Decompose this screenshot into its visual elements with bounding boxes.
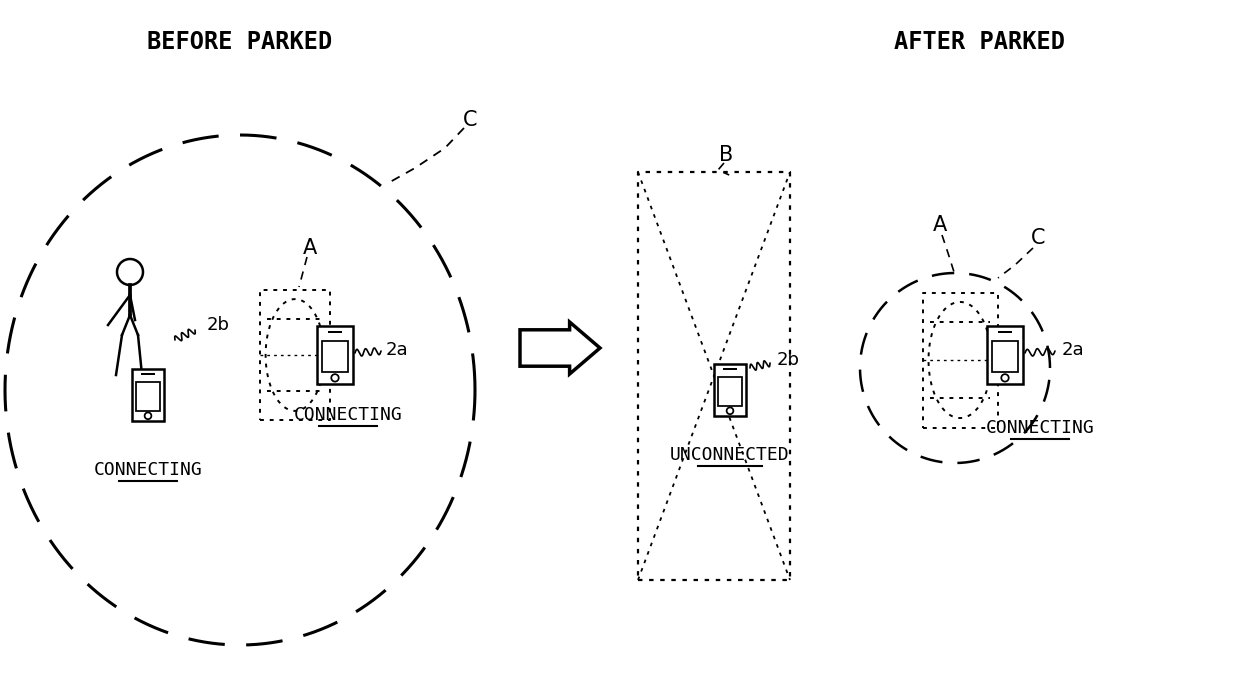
Text: UNCONNECTED: UNCONNECTED (670, 446, 790, 464)
Text: 2a: 2a (1061, 341, 1084, 359)
Bar (992, 341, 1018, 372)
Bar (131, 369, 164, 421)
Bar (718, 377, 742, 406)
Text: CONNECTING: CONNECTING (94, 461, 202, 479)
Bar (136, 382, 160, 411)
Polygon shape (520, 322, 600, 374)
Text: BEFORE PARKED: BEFORE PARKED (148, 30, 332, 54)
Bar (987, 326, 1023, 383)
Text: C: C (463, 110, 477, 130)
Bar (322, 341, 347, 372)
Text: 2b: 2b (207, 316, 229, 334)
Text: CONNECTING: CONNECTING (294, 406, 402, 424)
Text: B: B (719, 145, 733, 165)
Text: C: C (1030, 228, 1045, 248)
Text: A: A (932, 215, 947, 235)
Text: CONNECTING: CONNECTING (986, 419, 1095, 437)
Text: AFTER PARKED: AFTER PARKED (894, 30, 1065, 54)
Text: 2a: 2a (386, 341, 408, 359)
Text: A: A (303, 238, 317, 258)
Bar (714, 364, 746, 416)
Text: 2b: 2b (776, 351, 800, 369)
Bar (317, 326, 352, 383)
